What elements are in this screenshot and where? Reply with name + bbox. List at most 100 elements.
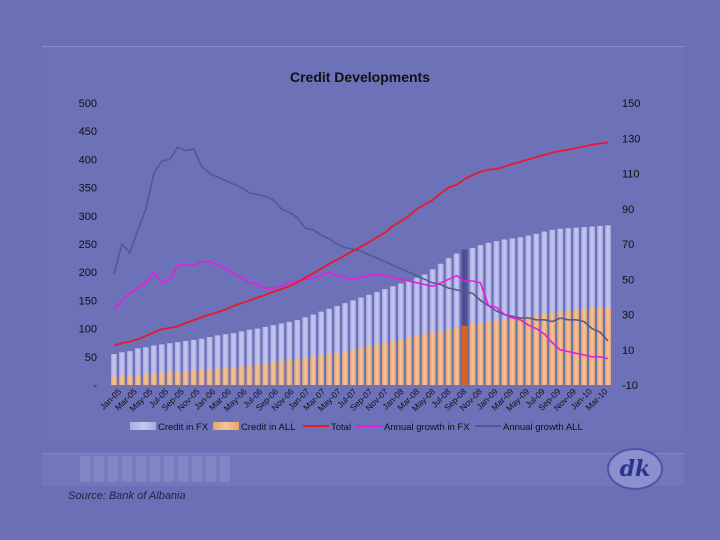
bar-credit-fx xyxy=(485,242,492,385)
bar-credit-all xyxy=(437,330,444,385)
bar-credit-fx xyxy=(605,225,611,385)
bar-credit-all xyxy=(382,342,388,385)
line-total xyxy=(113,141,609,347)
bar-credit-fx xyxy=(230,333,237,385)
bar-credit-all xyxy=(246,365,253,385)
bar-credit-all xyxy=(541,313,548,385)
bar-credit-fx xyxy=(358,297,364,385)
bar-credit-fx xyxy=(190,339,197,385)
bar-credit-fx xyxy=(397,283,404,385)
bar-credit-all xyxy=(254,364,261,385)
bar-credit-all xyxy=(413,335,420,385)
bar-credit-fx xyxy=(461,249,468,385)
source-note: Source: Bank of Albania xyxy=(68,490,186,502)
y-left-tick-label: 150 xyxy=(79,295,97,307)
bar-credit-fx xyxy=(581,227,587,385)
bar-credit-all xyxy=(302,357,309,385)
bar-credit-fx xyxy=(405,280,412,385)
bar-credit-all xyxy=(238,366,245,385)
legend-swatch xyxy=(213,422,239,430)
y-right-tick-label: 110 xyxy=(622,169,640,181)
bar-credit-fx xyxy=(174,342,181,385)
bar-credit-all xyxy=(135,374,141,385)
bar-credit-all xyxy=(397,339,404,385)
bar-credit-all xyxy=(270,361,277,385)
bar-credit-fx xyxy=(445,258,452,385)
y-left-tick-label: 500 xyxy=(79,98,97,110)
bar-credit-fx xyxy=(453,253,460,385)
bar-credit-all xyxy=(525,316,532,385)
bar-credit-fx xyxy=(541,231,548,385)
bar-credit-fx xyxy=(382,289,388,385)
bar-credit-fx xyxy=(198,338,205,385)
bar-credit-all xyxy=(374,344,380,385)
bar-credit-fx xyxy=(119,352,125,385)
bar-credit-all xyxy=(405,337,412,385)
bar-credit-fx xyxy=(557,228,564,385)
y-right-tick-label: -10 xyxy=(622,380,638,392)
bar-credit-all xyxy=(174,371,181,385)
bar-credit-fx xyxy=(501,239,508,385)
bar-credit-all xyxy=(358,347,364,385)
legend-label: Annual growth ALL xyxy=(503,422,583,433)
bar-credit-all xyxy=(214,368,221,385)
y-left-tick-label: 450 xyxy=(79,126,97,138)
bar-credit-all xyxy=(597,307,603,385)
bar-credit-fx xyxy=(573,227,580,385)
bar-credit-fx xyxy=(278,323,285,385)
y-right-tick-label: 50 xyxy=(622,274,634,286)
bar-credit-fx xyxy=(413,277,420,385)
y-left-tick-label: - xyxy=(93,380,97,392)
bar-credit-all xyxy=(581,308,587,385)
bar-credit-fx xyxy=(374,291,380,385)
y-left-tick-label: 350 xyxy=(79,183,97,195)
bar-credit-fx xyxy=(286,321,293,385)
bar-credit-all xyxy=(294,358,301,385)
bar-credit-fx xyxy=(334,306,340,385)
y-left-tick-label: 400 xyxy=(79,154,97,166)
bar-credit-fx xyxy=(262,326,269,385)
bar-credit-all xyxy=(429,332,436,385)
bar-credit-fx xyxy=(589,226,595,385)
bar-credit-all xyxy=(461,325,468,385)
bar-credit-all xyxy=(605,307,611,385)
bar-credit-fx xyxy=(318,311,325,385)
bar-credit-fx xyxy=(597,225,603,385)
y-right-tick-label: 130 xyxy=(622,133,640,145)
bar-credit-all xyxy=(286,359,293,385)
bar-credit-all xyxy=(222,368,229,385)
legend-label: Credit in FX xyxy=(158,422,209,433)
line-annual-growth-all xyxy=(113,146,609,342)
bar-credit-fx xyxy=(350,300,356,385)
bar-credit-fx xyxy=(390,286,396,385)
bar-credit-fx xyxy=(549,229,556,385)
logo-text: dk xyxy=(619,456,651,482)
bar-credit-fx xyxy=(222,334,229,385)
bar-credit-all xyxy=(477,322,484,385)
bar-credit-all xyxy=(469,324,476,385)
bar-credit-fx xyxy=(127,351,133,385)
bar-credit-fx xyxy=(150,345,157,385)
bar-credit-fx xyxy=(509,238,516,385)
bar-credit-all xyxy=(557,311,564,385)
bar-credit-fx xyxy=(366,294,372,385)
bar-credit-all xyxy=(533,315,540,385)
bar-credit-fx xyxy=(135,348,141,385)
bar-credit-fx xyxy=(142,347,149,385)
bar-credit-fx xyxy=(437,263,444,385)
bar-credit-all xyxy=(158,372,165,385)
bar-credit-all xyxy=(230,367,237,385)
bar-credit-fx xyxy=(158,344,165,385)
bar-credit-all xyxy=(549,312,556,385)
bar-credit-all xyxy=(111,376,117,385)
bar-credit-all xyxy=(326,353,332,385)
legend-swatch xyxy=(130,422,156,430)
bar-credit-all xyxy=(182,370,189,385)
legend-label: Credit in ALL xyxy=(241,422,295,433)
bar-credit-all xyxy=(262,363,269,385)
y-left-tick-label: 100 xyxy=(79,324,97,336)
bar-credit-all xyxy=(150,373,157,385)
bar-credit-all xyxy=(278,360,285,385)
bar-credit-all xyxy=(565,310,572,385)
bar-credit-all xyxy=(493,320,500,385)
